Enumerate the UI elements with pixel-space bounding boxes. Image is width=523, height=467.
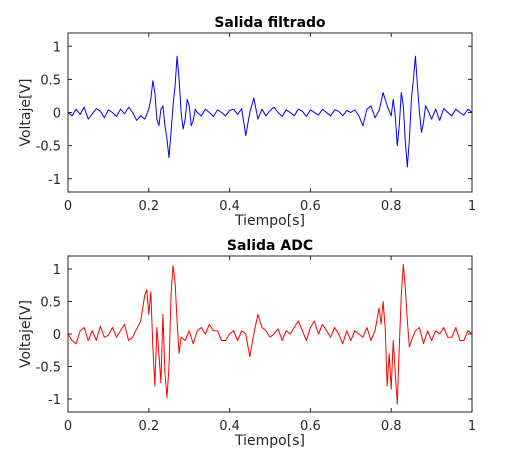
plot-frame: [67, 32, 473, 193]
ylabel-filtered: Voltaje[V]: [18, 78, 34, 146]
x-tick-label: 0.2: [138, 419, 159, 434]
axes-filtered: Salida filtrado Tiempo[s] Voltaje[V] 0 0.…: [18, 15, 476, 229]
axes-adc: Salida ADC Tiempo[s] Voltaje[V] 0 0.2 0.4 0…: [18, 238, 476, 449]
x-tick-label: 0.2: [138, 199, 159, 214]
y-tick-label: 0: [53, 107, 61, 122]
y-tick-label: -0.5: [36, 140, 61, 155]
title-filtered: Salida filtrado: [214, 15, 326, 31]
y-tick-label: 0: [53, 328, 61, 343]
x-tick-label: 0.8: [381, 419, 402, 434]
xlabel-filtered: Tiempo[s]: [234, 213, 305, 229]
x-tick-label: 0: [64, 419, 72, 434]
series-line-0: [67, 263, 473, 405]
y-tick-label: -1: [48, 393, 61, 408]
x-tick-label: 0.8: [381, 199, 402, 214]
y-tick-label: 1: [53, 40, 61, 55]
title-adc: Salida ADC: [227, 238, 313, 254]
x-tick-label: 0.6: [300, 199, 321, 214]
y-tick-label: 0.5: [40, 73, 61, 88]
y-tick-label: -1: [48, 173, 61, 188]
series-line-0: [67, 55, 473, 168]
y-tick-label: 0.5: [40, 296, 61, 311]
y-tick-label: -0.5: [36, 361, 61, 376]
x-tick-label: 0.4: [219, 419, 240, 434]
x-tick-label: 1: [468, 199, 476, 214]
x-tick-label: 1: [468, 419, 476, 434]
x-tick-label: 0.6: [300, 419, 321, 434]
y-tick-label: 1: [53, 263, 61, 278]
x-tick-label: 0.4: [219, 199, 240, 214]
plot-frame: [67, 255, 473, 413]
ylabel-adc: Voltaje[V]: [18, 300, 34, 368]
x-tick-label: 0: [64, 199, 72, 214]
xlabel-adc: Tiempo[s]: [234, 433, 305, 449]
